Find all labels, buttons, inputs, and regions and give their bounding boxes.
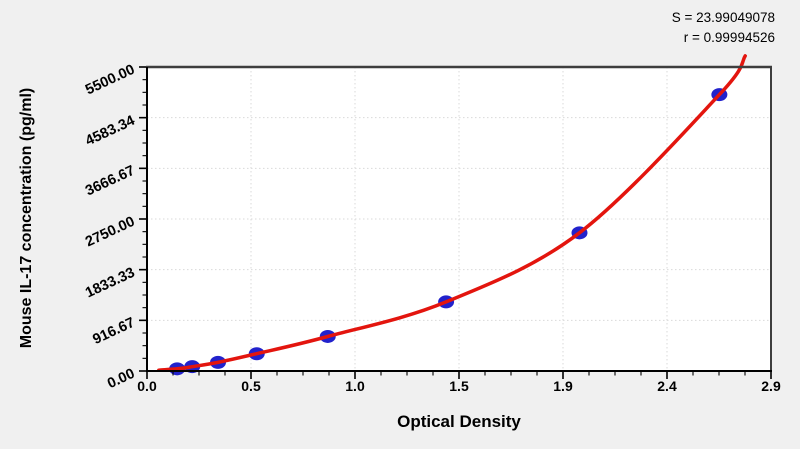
x-tick-label: 2.4 [657, 378, 677, 394]
fit-statistics: S = 23.99049078 r = 0.99994526 [672, 8, 775, 48]
x-tick-label: 0.0 [137, 378, 157, 394]
fitted-curve [157, 54, 747, 372]
axis-ticks [139, 66, 772, 379]
y-axis-title: Mouse IL-17 concentration (pg/ml) [18, 87, 35, 349]
gridlines [147, 67, 771, 371]
x-tick-label: 1.0 [345, 378, 365, 394]
r-value: r = 0.99994526 [683, 30, 775, 45]
s-value: S = 23.99049078 [671, 10, 775, 25]
x-axis-title: Optical Density [397, 412, 521, 431]
x-tick-label: 2.9 [761, 378, 781, 394]
x-tick-label: 1.5 [449, 378, 469, 394]
x-tick-label: 0.5 [241, 378, 261, 394]
x-tick-label: 1.9 [553, 378, 573, 394]
axis-spines [146, 65, 772, 372]
